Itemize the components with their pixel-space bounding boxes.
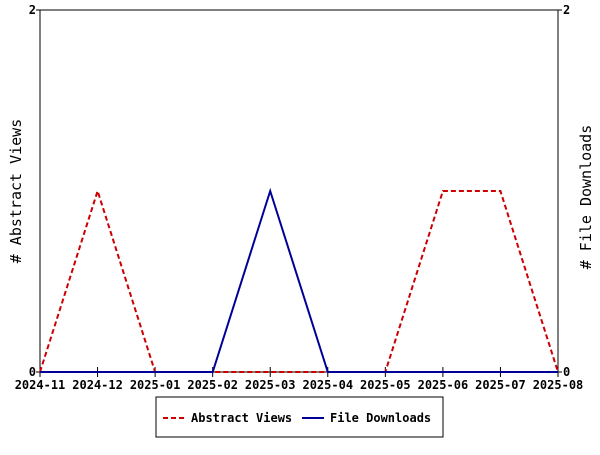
x-tick-label: 2024-12 — [72, 378, 123, 392]
legend-label-file-downloads: File Downloads — [330, 411, 431, 425]
x-tick-label: 2025-01 — [130, 378, 181, 392]
y-axis-left: 02 — [29, 3, 40, 379]
series-line-file-downloads — [40, 187, 558, 373]
y2-tick-label: 0 — [563, 365, 570, 379]
x-tick-label: 2025-06 — [418, 378, 469, 392]
y-tick-label: 0 — [29, 365, 36, 379]
x-tick-label: 2025-04 — [302, 378, 353, 392]
x-tick-label: 2025-07 — [475, 378, 526, 392]
series-line-abstract-views — [39, 187, 559, 373]
legend-box — [155, 396, 444, 438]
x-tick-label: 2024-11 — [15, 378, 66, 392]
y-axis-title-right: # File Downloads — [577, 125, 595, 270]
y-axis-right: 02 — [558, 3, 570, 379]
x-tick-label: 2025-08 — [533, 378, 584, 392]
x-tick-label: 2025-03 — [245, 378, 296, 392]
series-layer — [39, 187, 559, 373]
y-axis-title-left: # Abstract Views — [7, 119, 25, 264]
y2-tick-label: 2 — [563, 3, 570, 17]
x-axis: 2024-11 2024-12 2025-01 2025-02 2025-03 2025-… — [15, 367, 584, 392]
plot-area — [39, 9, 559, 373]
y-tick-label: 2 — [29, 3, 36, 17]
x-tick-label: 2025-02 — [187, 378, 238, 392]
legend: Abstract Views File Downloads — [155, 396, 444, 438]
x-tick-label: 2025-05 — [360, 378, 411, 392]
legend-label-abstract-views: Abstract Views — [191, 411, 292, 425]
